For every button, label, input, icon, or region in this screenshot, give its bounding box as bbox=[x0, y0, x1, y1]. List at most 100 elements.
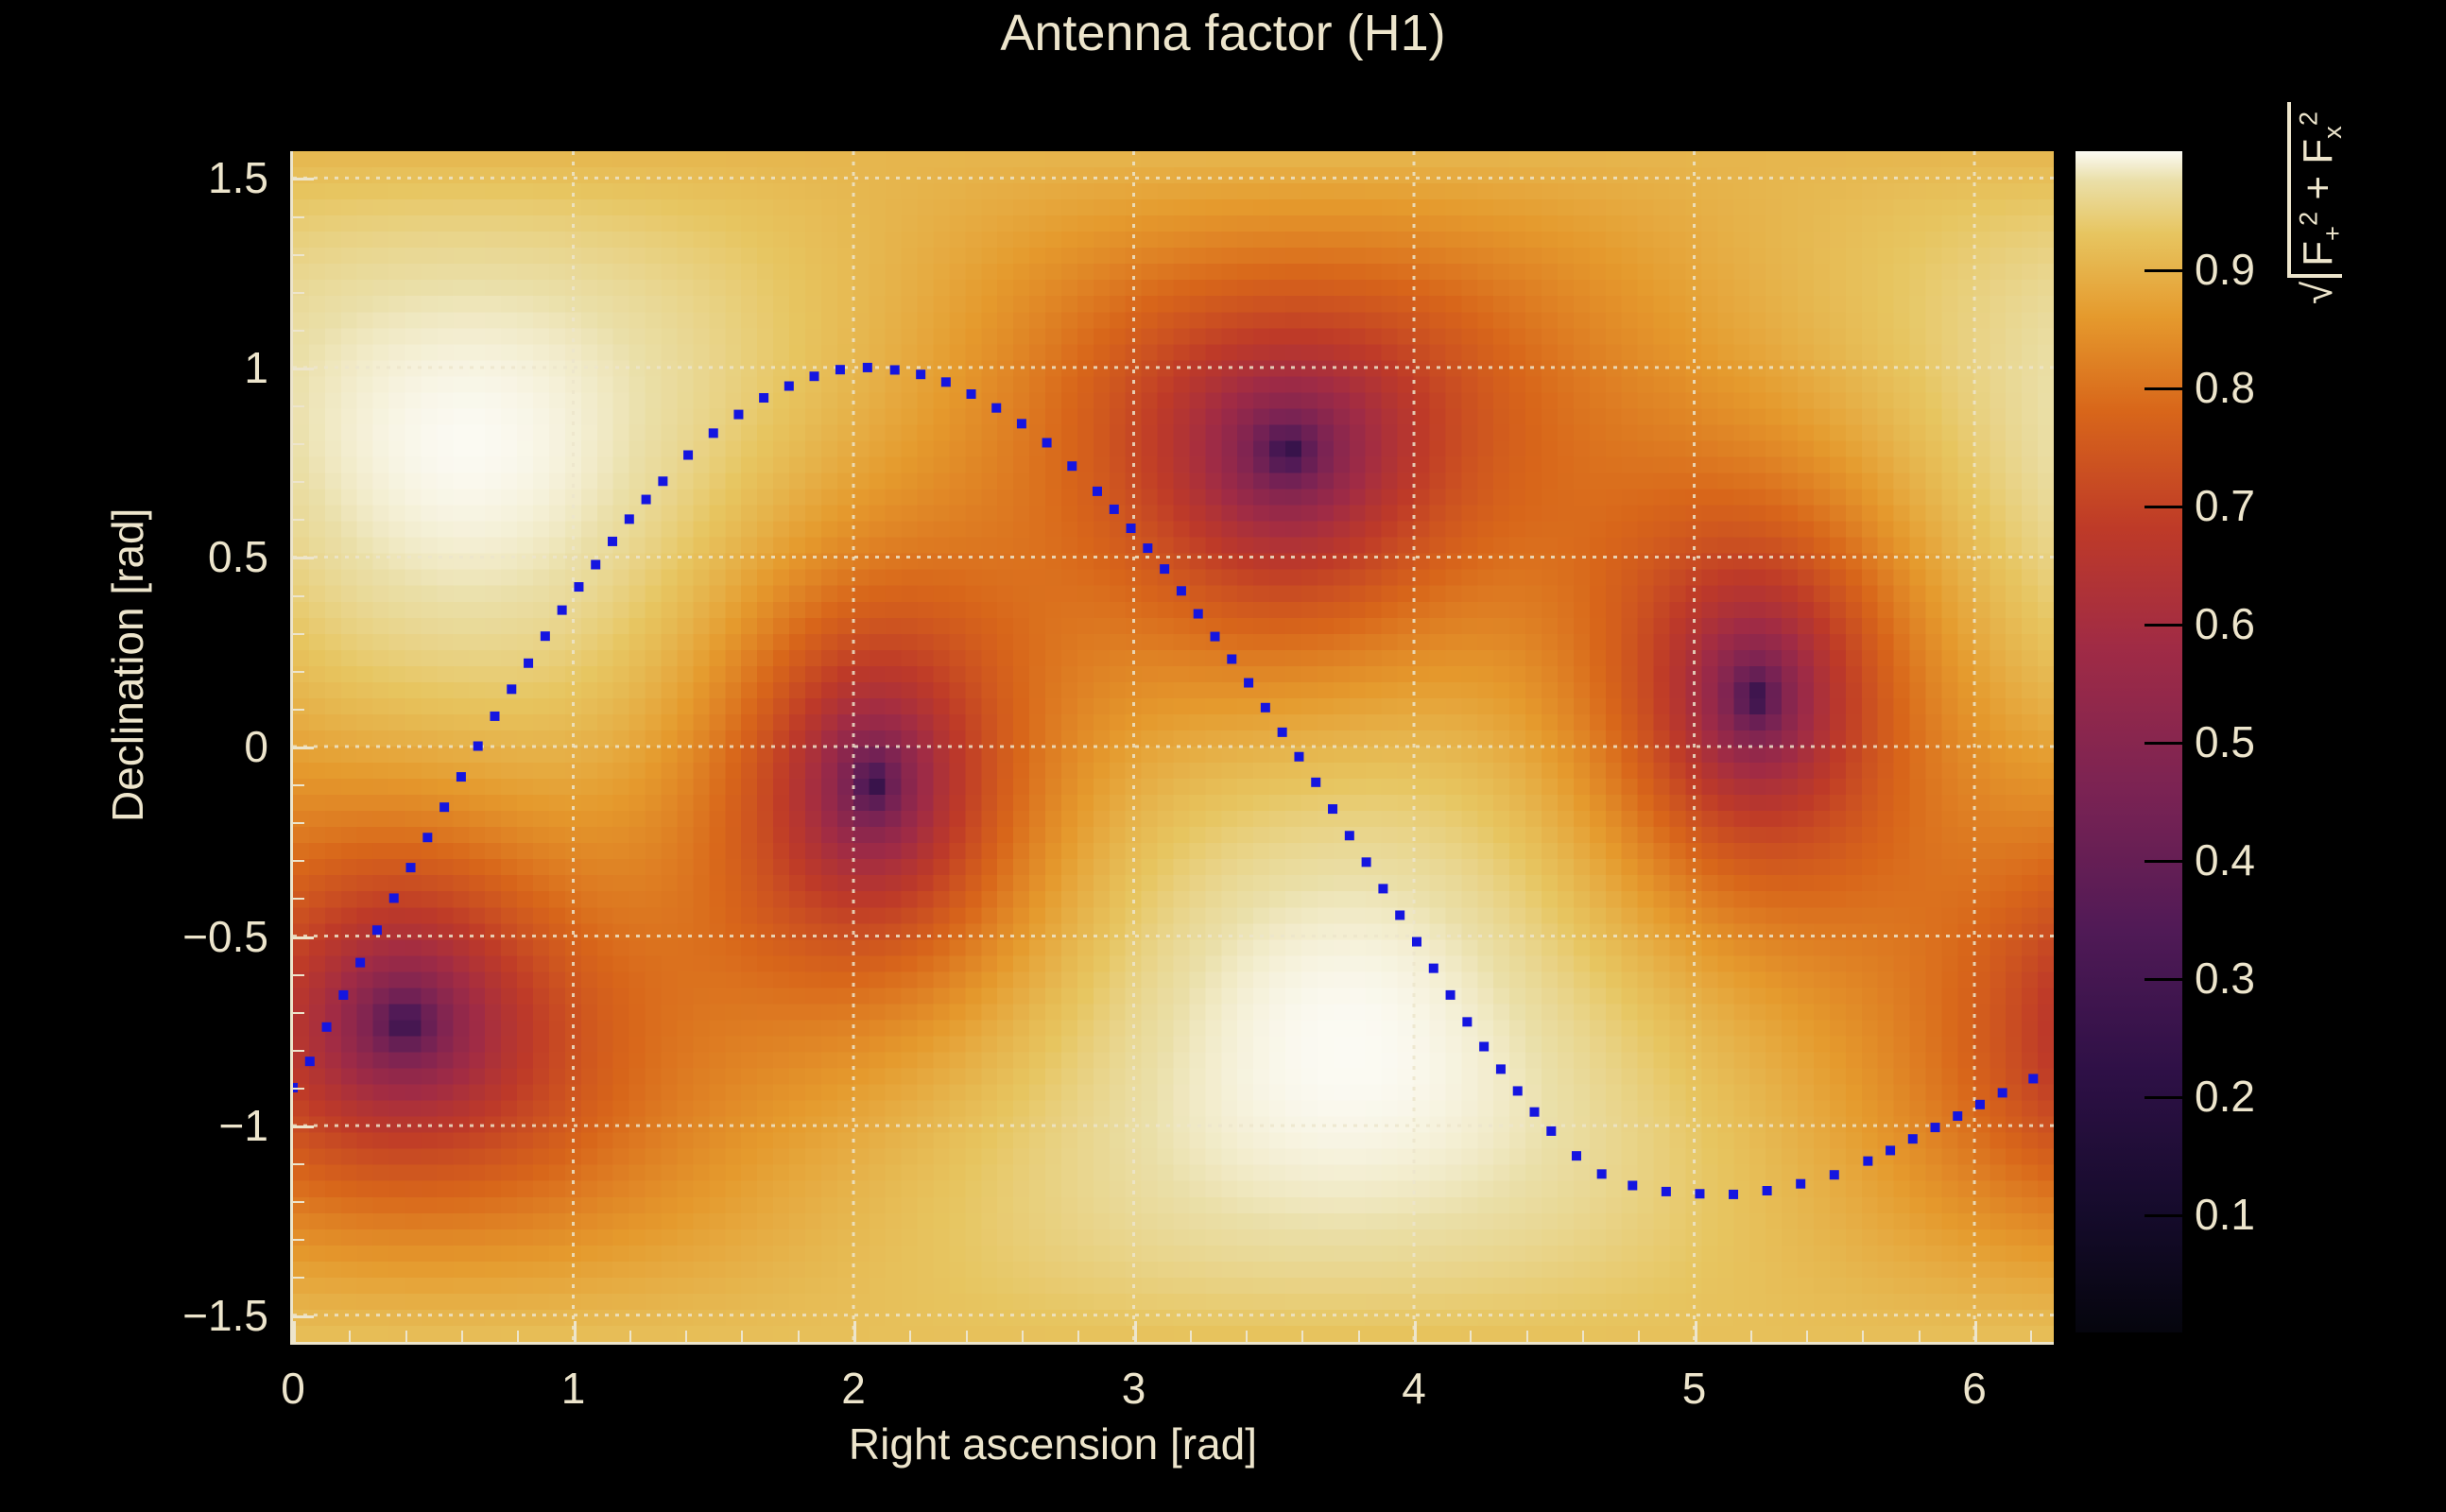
axis-tick-mark bbox=[293, 594, 304, 597]
axis-tick-mark bbox=[517, 1331, 520, 1342]
axis-tick-mark bbox=[293, 1049, 304, 1052]
axis-tick-mark bbox=[293, 1125, 314, 1129]
axis-tick-mark bbox=[293, 329, 304, 332]
axis-tick-mark bbox=[405, 1331, 407, 1342]
grid-lines bbox=[293, 151, 2054, 1342]
axis-tick-mark bbox=[1301, 1331, 1304, 1342]
axis-tick-mark bbox=[293, 973, 304, 976]
axis-tick-mark bbox=[1133, 1321, 1137, 1342]
colorbar-tick-mark bbox=[2145, 978, 2182, 981]
y-tick-label: 0.5 bbox=[208, 532, 268, 582]
y-tick-label: 0 bbox=[244, 722, 268, 771]
colorbar-tick-mark bbox=[2145, 860, 2182, 863]
axis-tick-mark bbox=[1862, 1331, 1865, 1342]
axis-tick-mark bbox=[293, 747, 314, 749]
axis-tick-mark bbox=[1414, 1321, 1418, 1342]
colorbar bbox=[2076, 151, 2182, 1332]
axis-tick-mark bbox=[293, 898, 304, 901]
axis-tick-mark bbox=[460, 1331, 463, 1342]
axis-tick-mark bbox=[293, 822, 304, 825]
axis-tick-mark bbox=[293, 1239, 304, 1242]
axis-tick-mark bbox=[293, 1163, 304, 1166]
z-tick-label: 0.9 bbox=[2195, 245, 2255, 294]
axis-tick-mark bbox=[1246, 1331, 1249, 1342]
axis-tick-mark bbox=[741, 1331, 744, 1342]
axis-tick-mark bbox=[293, 784, 304, 787]
colorbar-ticks bbox=[2076, 151, 2182, 1332]
axis-tick-mark bbox=[293, 443, 304, 446]
axis-tick-mark bbox=[2030, 1331, 2033, 1342]
colorbar-tick-mark bbox=[2145, 387, 2182, 390]
axis-tick-mark bbox=[797, 1331, 800, 1342]
y-tick-label: −1.5 bbox=[182, 1290, 268, 1340]
heatmap-plot-area bbox=[293, 151, 2054, 1342]
axis-tick-mark bbox=[293, 557, 314, 560]
axis-tick-mark bbox=[1974, 1321, 1978, 1342]
axis-tick-mark bbox=[293, 367, 314, 370]
axis-tick-mark bbox=[853, 1321, 856, 1342]
axis-tick-mark bbox=[293, 1201, 304, 1204]
axis-tick-mark bbox=[573, 1321, 577, 1342]
x-tick-label: 5 bbox=[1681, 1364, 1707, 1413]
axis-tick-mark bbox=[293, 215, 304, 218]
colorbar-tick-mark bbox=[2145, 506, 2182, 508]
z-tick-label: 0.7 bbox=[2195, 481, 2255, 530]
x-tick-label: 3 bbox=[1121, 1364, 1146, 1413]
galactic-plane-curve bbox=[293, 362, 2039, 1199]
axis-tick-mark bbox=[1918, 1331, 1921, 1342]
axis-tick-mark bbox=[349, 1331, 352, 1342]
axis-tick-mark bbox=[685, 1331, 688, 1342]
z-tick-label: 0.3 bbox=[2195, 954, 2255, 1003]
axis-tick-mark bbox=[1021, 1331, 1024, 1342]
axis-tick-mark bbox=[1638, 1331, 1641, 1342]
axis-line bbox=[290, 1342, 2054, 1345]
x-tick-label: 6 bbox=[1962, 1364, 1987, 1413]
axis-tick-mark bbox=[1077, 1331, 1080, 1342]
colorbar-tick-mark bbox=[2145, 269, 2182, 272]
axis-tick-mark bbox=[293, 178, 314, 181]
z-tick-label: 0.8 bbox=[2195, 363, 2255, 412]
x-axis-title: Right ascension [rad] bbox=[848, 1419, 1258, 1469]
z-tick-label: 0.5 bbox=[2195, 717, 2255, 766]
z-tick-label: 0.1 bbox=[2195, 1190, 2255, 1239]
axis-tick-mark bbox=[1749, 1331, 1752, 1342]
axis-tick-mark bbox=[629, 1331, 631, 1342]
z-axis-title: √F+2 + Fx2 bbox=[2287, 102, 2347, 304]
axis-tick-mark bbox=[1525, 1331, 1528, 1342]
axis-tick-mark bbox=[1470, 1331, 1473, 1342]
axis-tick-mark bbox=[293, 519, 304, 522]
axis-tick-mark bbox=[1357, 1331, 1360, 1342]
z-tick-label: 0.4 bbox=[2195, 835, 2255, 885]
axis-tick-mark bbox=[293, 1321, 296, 1342]
axis-tick-mark bbox=[293, 632, 304, 635]
axis-tick-mark bbox=[293, 670, 304, 673]
x-tick-label: 0 bbox=[281, 1364, 305, 1413]
y-tick-label: 1 bbox=[244, 342, 268, 392]
axis-line bbox=[290, 151, 293, 1342]
axis-tick-mark bbox=[965, 1331, 968, 1342]
axis-tick-mark bbox=[1806, 1331, 1809, 1342]
y-tick-label: 1.5 bbox=[208, 153, 268, 203]
axis-tick-mark bbox=[293, 253, 304, 256]
x-tick-label: 2 bbox=[841, 1364, 866, 1413]
z-tick-label: 0.6 bbox=[2195, 599, 2255, 648]
y-tick-label: −1 bbox=[218, 1101, 268, 1151]
axis-tick-mark bbox=[1581, 1331, 1584, 1342]
axis-tick-mark bbox=[293, 481, 304, 484]
axis-tick-mark bbox=[293, 936, 314, 939]
y-axis-title: Declination [rad] bbox=[103, 507, 152, 822]
axis-tick-mark bbox=[293, 1277, 304, 1280]
colorbar-tick-mark bbox=[2145, 1096, 2182, 1099]
x-tick-label: 1 bbox=[560, 1364, 586, 1413]
axis-tick-mark bbox=[293, 708, 304, 711]
colorbar-tick-mark bbox=[2145, 742, 2182, 745]
y-tick-label: −0.5 bbox=[182, 911, 268, 961]
axis-tick-mark bbox=[293, 1087, 304, 1090]
axis-tick-mark bbox=[1189, 1331, 1192, 1342]
colorbar-tick-mark bbox=[2145, 624, 2182, 627]
colorbar-tick-mark bbox=[2145, 1214, 2182, 1217]
axis-tick-mark bbox=[293, 405, 304, 408]
z-tick-label: 0.2 bbox=[2195, 1072, 2255, 1121]
sqrt-icon: √ bbox=[2295, 281, 2341, 304]
